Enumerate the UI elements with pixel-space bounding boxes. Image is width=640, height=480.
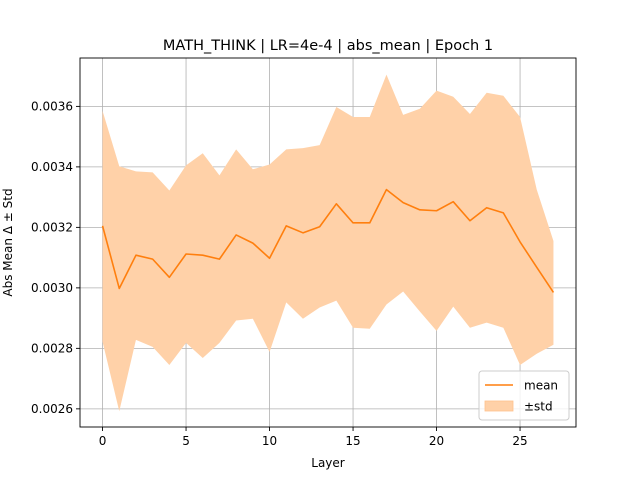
x-tick-label: 15 — [345, 434, 360, 448]
x-tick-label: 0 — [99, 434, 107, 448]
x-tick-label: 10 — [262, 434, 277, 448]
x-axis: 0 5 10 15 20 25 — [99, 427, 528, 448]
x-tick-label: 25 — [512, 434, 527, 448]
mean-line — [101, 188, 555, 293]
legend-std-swatch — [484, 400, 514, 412]
y-axis: 0.0026 0.0028 0.0030 0.0032 0.0034 0.0036 — [31, 100, 80, 416]
std-band — [102, 74, 554, 412]
y-tick-label: 0.0030 — [31, 281, 73, 295]
legend: mean ±std — [478, 370, 570, 421]
plot-frame — [79, 57, 577, 428]
chart-title: MATH_THINK | LR=4e-4 | abs_mean | Epoch … — [163, 38, 493, 54]
x-tick-label: 20 — [429, 434, 444, 448]
y-tick-label: 0.0034 — [31, 160, 73, 174]
y-tick-label: 0.0028 — [31, 342, 73, 356]
y-axis-label: Abs Mean Δ ± Std — [1, 188, 15, 296]
x-tick-label: 5 — [182, 434, 190, 448]
y-tick-label: 0.0032 — [31, 221, 73, 235]
y-tick-label: 0.0036 — [31, 100, 73, 114]
y-tick-label: 0.0026 — [31, 402, 73, 416]
legend-std-label: ±std — [524, 400, 553, 414]
x-axis-label: Layer — [311, 456, 345, 470]
legend-mean-label: mean — [524, 379, 558, 393]
